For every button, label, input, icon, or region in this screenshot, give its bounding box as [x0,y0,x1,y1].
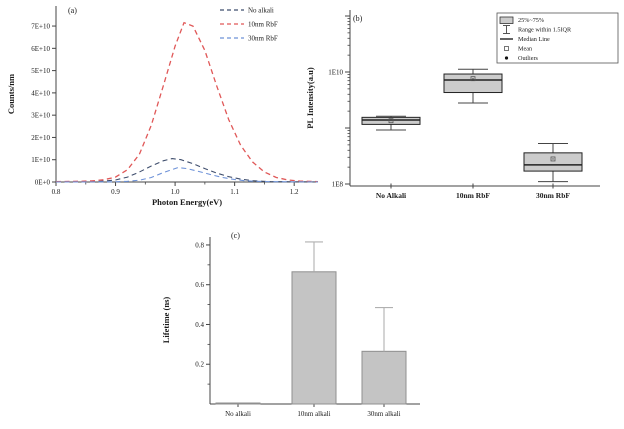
panel-b-category-label: No Alkali [376,191,406,200]
mean-marker [550,156,556,162]
panel-a-x-tick-label: 1.2 [290,188,299,196]
mean-marker-dot [390,120,392,122]
panel-a-x-tick-label: 1.0 [171,188,180,196]
legend-b-frame [496,12,619,64]
panel-c-y-tick-label: 0.6 [195,281,204,289]
panel-a-x-tick-label: 1.1 [230,188,239,196]
panel-c-y-tick-label: 0.2 [195,361,204,369]
panel-b-y-axis-title: PL Intensity(a.u) [305,67,315,129]
panel-a-y-tick-label: 1E+10 [31,156,50,164]
panel-a-y-tick-label: 4E+10 [31,89,50,97]
legend-b-label: 25%~75% [518,17,544,24]
panel-a-x-tick-label: 0.8 [52,188,61,196]
panel-b-y-tick-label: 1E8 [332,181,344,189]
legend-a-label: No alkali [248,7,274,15]
mean-marker-dot [472,77,474,80]
legend-a-label: 30nm RbF [248,35,278,43]
legend-b-box-icon [499,16,514,24]
mean-marker [388,118,394,124]
panel-c-y-tick-label: 0.8 [195,241,204,249]
bar-2 [361,350,407,405]
mean-marker [470,76,476,82]
panel-a-y-tick-label: 5E+10 [31,67,50,75]
panel-b-label: (b) [353,14,363,23]
legend-b-label: Mean [518,46,532,53]
panel-a-y-tick-label: 3E+10 [31,112,50,120]
panel-a-y-tick-label: 0E+0 [35,179,51,187]
panel-a-label: (a) [68,6,77,15]
mean-marker-dot [552,158,554,160]
curve-no-alkali [55,158,319,183]
legend-a-label: 10nm RbF [248,21,278,29]
panel-a-x-axis-title: Photon Energy(eV) [152,197,222,207]
panel-a-y-tick-label: 6E+10 [31,45,50,53]
legend-b-label: Outliers [518,55,539,62]
panel-a-y-axis-title: Counts/nm [6,74,16,114]
box-2 [523,152,583,172]
legend-b-outlier-icon [504,56,509,60]
panel-c-category-label: 10nm alkali [297,410,330,418]
legend-b-label: Median Line [518,36,550,43]
panel-a-y-tick-label: 2E+10 [31,134,50,142]
panel-a-y-tick-label: 7E+10 [31,23,50,31]
panel-c-y-tick-label: 0.4 [195,321,204,329]
curve-30nm-rbf [55,166,319,183]
panel-a-x-tick-label: 0.9 [111,188,120,196]
panel-b-y-tick-label: 1E10 [328,69,343,77]
panel-c-y-axis-title: Lifetime (ns) [161,297,171,344]
legend-b-label: Range within 1.5IQR [518,27,572,34]
bar-0 [215,402,261,405]
panel-b-category-label: 30nm RbF [536,191,570,200]
box-1 [443,73,503,94]
panel-c-label: (c) [231,231,240,240]
bar-1 [291,271,337,405]
panel-b-category-label: 10nm RbF [456,191,490,200]
legend-b-mean-icon [504,46,509,51]
panel-c-category-label: No alkali [225,410,251,418]
panel-c-category-label: 30nm alkali [367,410,400,418]
curve-10nm-rbf [55,21,319,183]
